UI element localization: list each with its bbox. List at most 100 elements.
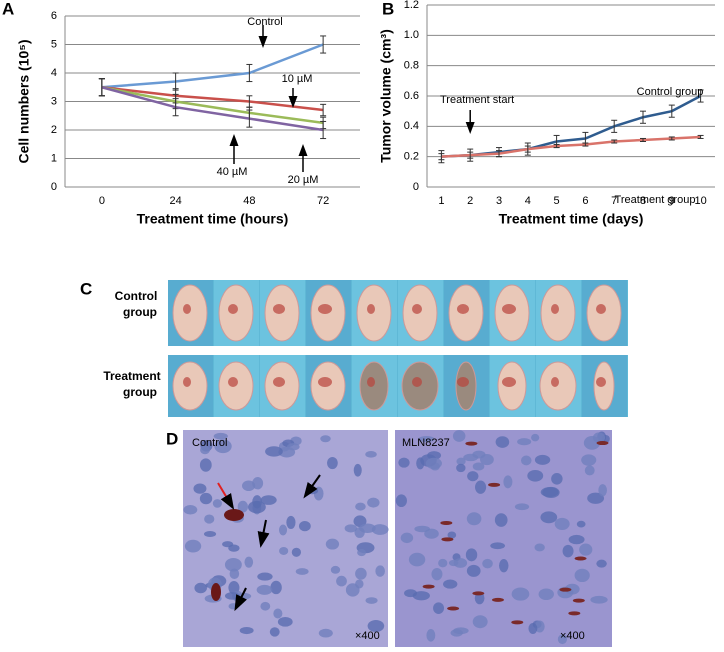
nucleus [534, 454, 551, 465]
error-bar [320, 35, 327, 54]
nucleus [224, 592, 240, 600]
nucleus [228, 603, 239, 610]
row-label: Control group [115, 289, 158, 319]
nucleus [200, 445, 210, 455]
nucleus [213, 432, 228, 440]
error-bar [438, 153, 445, 161]
error-bar [172, 98, 179, 117]
nucleus [562, 544, 574, 558]
nucleus [260, 495, 277, 505]
stain [441, 537, 454, 542]
tumor-spot [412, 304, 422, 314]
nucleus [273, 608, 283, 619]
error-bar [496, 150, 502, 158]
series-line [441, 135, 701, 158]
nucleus [579, 543, 593, 556]
nucleus [475, 480, 487, 494]
stain [574, 556, 587, 561]
nucleus [472, 615, 488, 629]
error-bar [246, 109, 253, 128]
tumor-spot [596, 377, 606, 387]
y-tick-label: 5 [51, 38, 57, 50]
image-caption: MLN8237 [402, 437, 450, 449]
nucleus [592, 432, 606, 443]
nucleus [203, 530, 217, 538]
magnification: ×400 [355, 630, 380, 642]
nucleus [291, 547, 302, 557]
nucleus [534, 620, 545, 633]
arrow [217, 482, 235, 510]
tumor [540, 284, 576, 342]
tumor-spot [502, 377, 516, 387]
x-tick-label: 7 [611, 195, 617, 207]
nucleus [443, 579, 458, 589]
nucleus [345, 583, 360, 597]
nucleus [408, 552, 426, 567]
nucleus [199, 458, 212, 472]
x-tick-label: 8 [640, 195, 646, 207]
nucleus [499, 559, 509, 573]
micrograph [183, 430, 388, 647]
series-line [101, 43, 324, 89]
y-tick-label: 3 [51, 95, 57, 107]
nucleus [540, 487, 559, 498]
error-bar [611, 119, 618, 133]
nucleus [400, 532, 414, 544]
nucleus [433, 602, 445, 614]
nucleus [375, 565, 385, 577]
x-tick-label: 9 [669, 195, 675, 207]
error-bar [697, 89, 704, 103]
tumor [356, 284, 392, 342]
error-bar [668, 104, 675, 118]
error-bar [697, 134, 704, 139]
row-label: group [123, 305, 157, 319]
tumor-spot [551, 304, 559, 314]
tumor-spot [367, 304, 375, 314]
stain [511, 620, 524, 625]
y-tick-label: 0.6 [404, 90, 419, 102]
nucleus [495, 436, 510, 448]
annotation: Treatment start [440, 94, 514, 106]
stain [491, 597, 504, 602]
tumor-spot [183, 377, 191, 387]
nucleus [431, 567, 443, 581]
nucleus [355, 567, 367, 580]
nucleus [438, 558, 448, 568]
nucleus [248, 500, 266, 514]
nucleus [286, 515, 296, 530]
nucleus [194, 582, 207, 594]
nucleus [279, 546, 289, 555]
nucleus [472, 462, 485, 471]
nucleus [277, 616, 293, 627]
tumor-spot [183, 304, 191, 314]
tumor-spot [318, 304, 332, 314]
x-tick-label: 10 [694, 195, 706, 207]
stain [596, 441, 609, 446]
error-bar [611, 139, 618, 144]
row-label: Treatment group [103, 369, 160, 399]
nucleus [398, 457, 410, 468]
nucleus [426, 629, 436, 642]
nucleus [557, 634, 567, 645]
nucleus [528, 623, 538, 635]
nucleus [404, 589, 417, 598]
nucleus [395, 494, 407, 508]
nucleus [511, 587, 530, 601]
nucleus [590, 595, 608, 604]
nucleus [424, 528, 439, 539]
tumor [172, 361, 208, 411]
error-bar [524, 145, 531, 153]
series-line [101, 86, 324, 132]
tumor-spot [457, 304, 469, 314]
stain [211, 583, 221, 601]
stain [568, 611, 581, 616]
nucleus [279, 524, 288, 536]
tumor-spot [367, 377, 375, 387]
stain [422, 584, 435, 589]
nucleus [581, 454, 597, 466]
nucleus [587, 492, 605, 504]
nucleus [514, 503, 530, 511]
nucleus [237, 500, 249, 513]
nucleus [295, 568, 309, 575]
